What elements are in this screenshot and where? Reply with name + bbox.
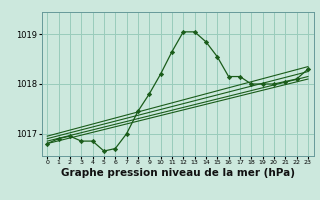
X-axis label: Graphe pression niveau de la mer (hPa): Graphe pression niveau de la mer (hPa) bbox=[60, 168, 295, 178]
